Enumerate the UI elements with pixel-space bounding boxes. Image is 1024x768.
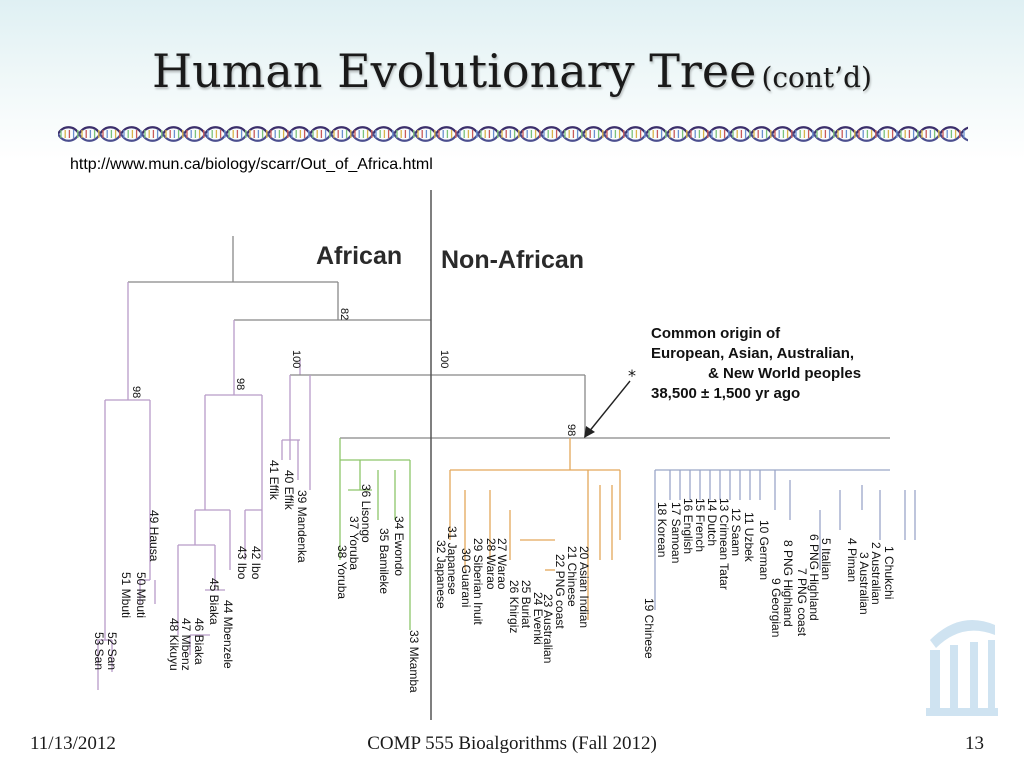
annotation-line-3: & New World peoples [708,365,861,382]
leaf-label: 31 Japanese [445,526,459,595]
leaf-label: 16 English [681,498,695,554]
leaf-label: 6 PNG Highland [807,534,821,621]
leaf-label: 1 Chukchi [882,546,896,599]
leaf-label: 13 Crimean Tatar [717,498,731,590]
leaf-label: 14 Dutch [705,498,719,546]
annotation-arrow [584,380,631,438]
bootstrap-value: 98 [130,386,142,398]
leaf-label: 20 Asian Indian [577,546,591,628]
leaf-label: 21 Chinese [565,546,579,607]
title-suffix: (cont’d) [761,61,872,94]
unc-logo [926,620,998,716]
leaf-label: 11 Uzbek [742,512,756,563]
leaf-label: 39 Mandenka [295,490,309,563]
leaf-label: 37 Yoruba [347,516,361,570]
leaf-label: 9 Georgian [769,578,783,637]
leaf-label: 22 PNG coast [553,554,567,629]
leaf-label: 10 German [757,520,771,580]
leaf-label: 27 Warao [495,538,509,590]
footer-course: COMP 555 Bioalgorithms (Fall 2012) [367,733,657,754]
asterisk-marker: * [628,366,636,385]
leaf-label: 46 Biaka [192,618,206,665]
leaf-label: 2 Australian [869,542,883,605]
leaf-label: 41 Effik [267,460,281,501]
bootstrap-value: 98 [234,378,246,390]
leaf-label: 38 Yoruba [335,545,349,599]
leaf-label: 42 Ibo [249,546,263,580]
source-url: http://www.mun.ca/biology/scarr/Out_of_A… [70,156,433,173]
leaf-label: 45 Biaka [207,578,221,625]
leaf-label: 17 Samoan [669,502,683,563]
title-main: Human Evolutionary Tree [152,44,757,98]
bootstrap-value: 100 [290,350,302,368]
bootstrap-value: 100 [438,350,450,368]
slide-title: Human Evolutionary Tree (cont’d) [0,44,1024,98]
leaf-label: 24 Evenki [531,592,545,645]
dna-helix-divider [58,126,968,142]
leaf-label: 18 Korean [655,502,669,557]
leaf-label: 33 Mkamba [407,630,421,693]
leaf-label: 19 Chinese [642,598,656,659]
annotation-line-4: 38,500 ± 1,500 yr ago [651,385,800,402]
common-origin-annotation: Common origin of European, Asian, Austra… [651,325,861,402]
leaf-label: 4 Piman [845,538,859,582]
annotation-line-1: Common origin of [651,325,781,342]
leaf-label: 43 Ibo [235,546,249,580]
leaf-label: 12 Saam [729,508,743,556]
bootstrap-value: 82 [338,308,350,320]
leaf-label: 30 Guarani [459,548,473,607]
leaf-label: 52 San [105,632,119,670]
leaf-label: 49 Hausa [147,510,161,562]
leaf-label: 29 Siberian Inuit [471,538,485,625]
leaf-label: 34 Ewondo [392,516,406,576]
leaf-label: 53 San [92,632,106,670]
leaf-label: 35 Bamileke [377,528,391,594]
leaf-label: 7 PNG coast [795,568,809,637]
leaf-label: 23 Australian [541,594,555,663]
bootstrap-labels: 82 100 100 98 98 98 [130,308,577,436]
leaf-label: 48 Kikuyu [167,618,181,671]
leaf-label: 15 French [693,498,707,552]
footer-page-number: 13 [965,733,984,754]
leaf-label: 26 Khirgiz [507,580,521,633]
leaf-label: 8 PNG Highland [781,540,795,627]
leaf-label: 47 Mbenz [179,618,193,671]
leaf-label: 25 Buriat [519,580,533,629]
leaf-label: 51 Mbuti [119,572,133,618]
leaf-label: 3 Australian [857,552,871,615]
leaf-label: 28 Warao [484,538,498,590]
leaf-label: 50 Mbuti [134,572,148,618]
leaf-label: 44 Mbenzele [221,600,235,669]
heading-african: African [316,242,402,270]
bootstrap-value: 98 [565,424,577,436]
leaf-label: 36 Lisongo [359,484,373,543]
leaf-label: 32 Japanese [434,540,448,609]
annotation-line-2: European, Asian, Australian, [651,345,854,362]
leaf-label: 40 Effik [282,470,296,511]
footer-date: 11/13/2012 [30,733,116,754]
tree-branches [97,236,916,690]
heading-non-african: Non-African [441,246,584,274]
leaf-label: 5 Italian [819,538,833,580]
